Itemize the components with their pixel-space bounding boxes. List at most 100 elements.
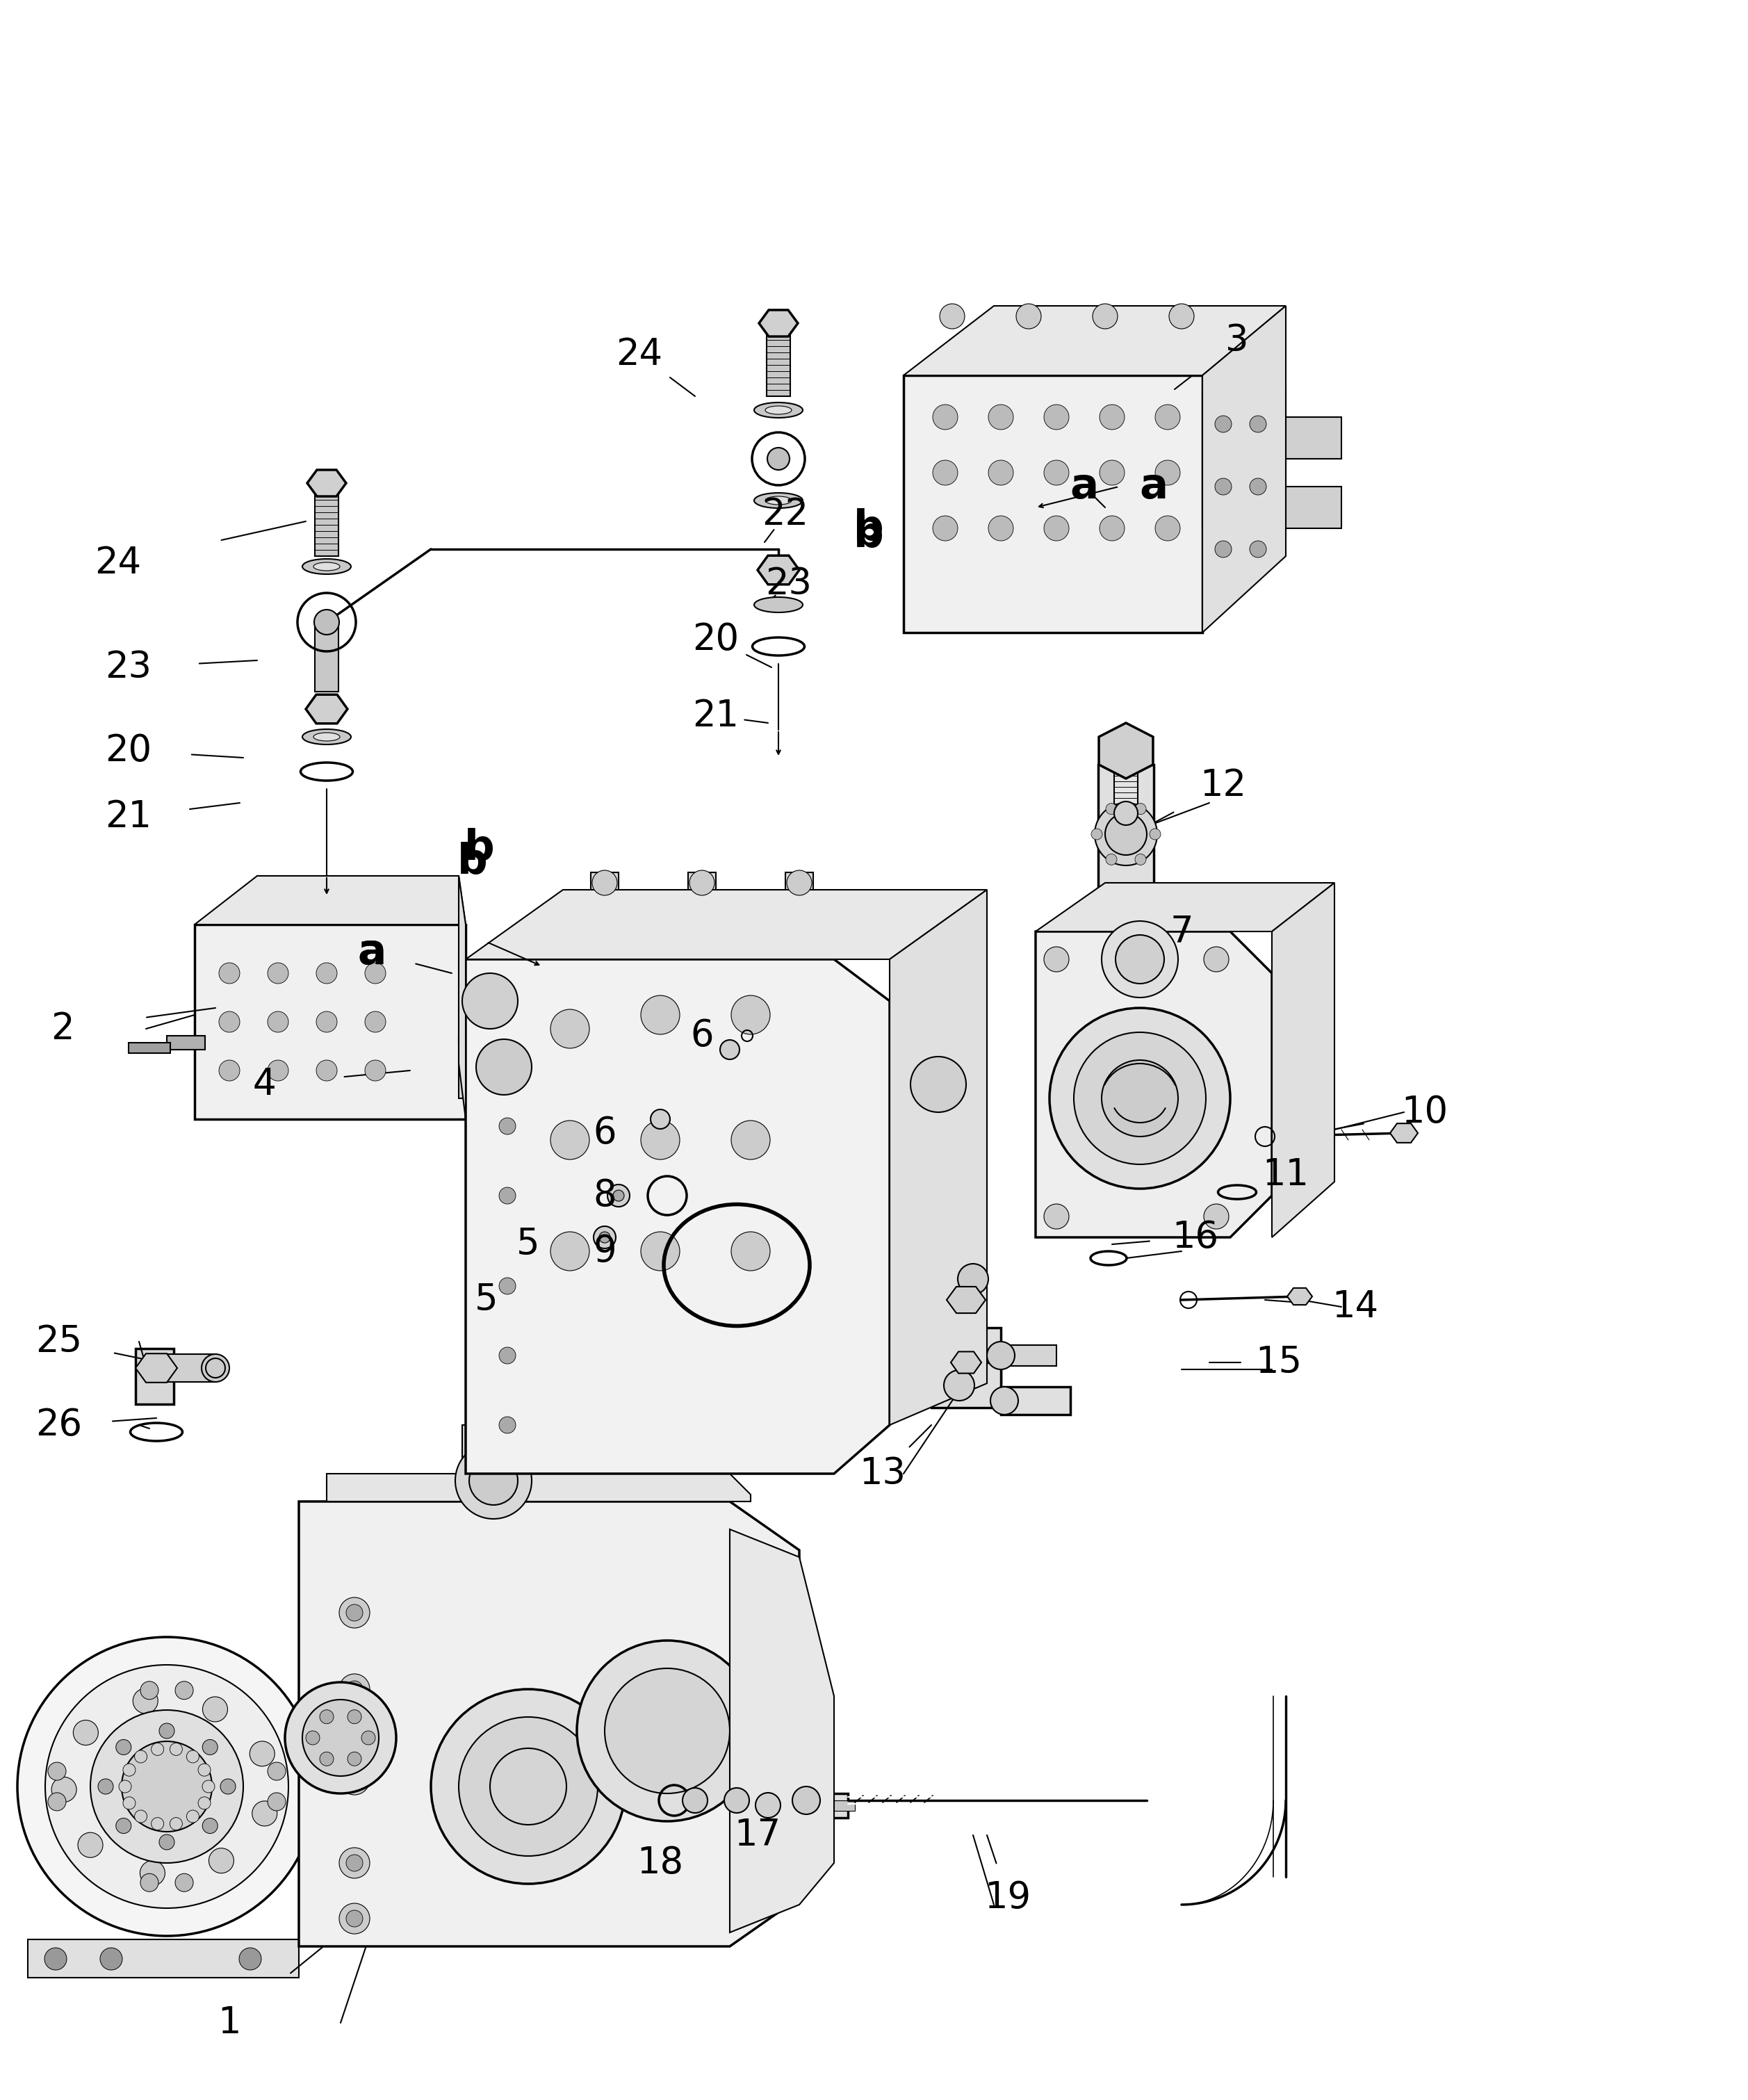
Text: 16: 16 bbox=[1173, 1220, 1218, 1256]
Circle shape bbox=[159, 1724, 175, 1739]
Circle shape bbox=[320, 1751, 334, 1766]
Bar bbox=[1287, 418, 1341, 458]
Circle shape bbox=[689, 869, 715, 895]
Bar bbox=[820, 1800, 855, 1810]
Bar bbox=[1002, 1346, 1056, 1365]
Circle shape bbox=[1215, 542, 1232, 557]
Circle shape bbox=[203, 1739, 218, 1756]
Text: 25: 25 bbox=[35, 1323, 82, 1359]
Circle shape bbox=[239, 1949, 262, 1970]
Bar bbox=[1098, 834, 1154, 972]
Ellipse shape bbox=[313, 563, 339, 571]
Circle shape bbox=[348, 1709, 362, 1724]
Circle shape bbox=[731, 1233, 771, 1271]
Text: b: b bbox=[853, 508, 884, 548]
Circle shape bbox=[1134, 804, 1147, 815]
Circle shape bbox=[614, 1191, 624, 1201]
Circle shape bbox=[140, 1861, 164, 1886]
Circle shape bbox=[1155, 460, 1180, 485]
Polygon shape bbox=[759, 311, 797, 336]
Circle shape bbox=[988, 460, 1014, 485]
Text: 7: 7 bbox=[1169, 914, 1194, 949]
Bar bbox=[729, 1789, 820, 1810]
Circle shape bbox=[218, 962, 239, 983]
Bar bbox=[890, 1044, 988, 1126]
Polygon shape bbox=[308, 470, 346, 496]
Circle shape bbox=[1091, 830, 1103, 840]
Circle shape bbox=[365, 1012, 386, 1033]
Circle shape bbox=[498, 1048, 516, 1065]
Circle shape bbox=[122, 1798, 136, 1810]
Circle shape bbox=[135, 1749, 147, 1762]
Circle shape bbox=[285, 1682, 397, 1793]
Circle shape bbox=[1044, 947, 1070, 972]
Circle shape bbox=[1155, 517, 1180, 542]
Polygon shape bbox=[458, 876, 465, 1119]
Text: 20: 20 bbox=[692, 622, 739, 657]
Bar bbox=[946, 1327, 1002, 1384]
Circle shape bbox=[365, 962, 386, 983]
Circle shape bbox=[1204, 947, 1229, 972]
Bar bbox=[315, 622, 339, 691]
Circle shape bbox=[45, 1665, 288, 1909]
Bar bbox=[461, 1426, 524, 1480]
Text: 1: 1 bbox=[218, 2006, 241, 2041]
Circle shape bbox=[1044, 517, 1070, 542]
Circle shape bbox=[267, 1060, 288, 1082]
Circle shape bbox=[250, 1741, 274, 1766]
Bar bbox=[136, 1348, 173, 1405]
Circle shape bbox=[1099, 460, 1124, 485]
Circle shape bbox=[133, 1688, 157, 1714]
Polygon shape bbox=[1203, 307, 1287, 632]
Circle shape bbox=[1092, 304, 1117, 330]
Circle shape bbox=[933, 405, 958, 430]
Circle shape bbox=[1016, 304, 1042, 330]
Text: 6: 6 bbox=[690, 1018, 713, 1054]
Ellipse shape bbox=[766, 405, 792, 414]
Circle shape bbox=[1204, 1203, 1229, 1228]
Bar bbox=[299, 1502, 376, 1947]
Circle shape bbox=[315, 609, 339, 634]
Text: 3: 3 bbox=[1225, 323, 1248, 359]
Text: 26: 26 bbox=[35, 1407, 82, 1443]
Circle shape bbox=[1044, 460, 1070, 485]
Circle shape bbox=[600, 1233, 610, 1243]
Text: b: b bbox=[458, 842, 488, 882]
Circle shape bbox=[1101, 922, 1178, 998]
Circle shape bbox=[302, 1699, 379, 1777]
Bar bbox=[904, 376, 1203, 632]
Circle shape bbox=[362, 1730, 376, 1745]
Circle shape bbox=[650, 1109, 669, 1130]
Circle shape bbox=[988, 405, 1014, 430]
Bar bbox=[1002, 1386, 1070, 1415]
Circle shape bbox=[115, 1819, 131, 1833]
Circle shape bbox=[767, 447, 790, 470]
Circle shape bbox=[787, 869, 811, 895]
Circle shape bbox=[346, 1911, 364, 1928]
Bar bbox=[1203, 388, 1287, 529]
Bar bbox=[166, 1035, 205, 1050]
Circle shape bbox=[187, 1749, 199, 1762]
Circle shape bbox=[348, 1751, 362, 1766]
Circle shape bbox=[17, 1638, 316, 1936]
Text: a: a bbox=[358, 932, 386, 972]
Text: 5: 5 bbox=[475, 1281, 498, 1319]
Circle shape bbox=[152, 1816, 164, 1829]
Circle shape bbox=[1106, 804, 1117, 815]
Circle shape bbox=[454, 1443, 531, 1518]
Circle shape bbox=[135, 1810, 147, 1823]
Circle shape bbox=[498, 1277, 516, 1294]
Circle shape bbox=[198, 1764, 212, 1777]
Circle shape bbox=[1094, 802, 1157, 865]
Text: 18: 18 bbox=[636, 1846, 683, 1882]
Circle shape bbox=[1250, 416, 1266, 433]
Circle shape bbox=[933, 517, 958, 542]
Text: 20: 20 bbox=[105, 733, 152, 769]
Circle shape bbox=[1134, 855, 1147, 865]
Circle shape bbox=[267, 1762, 285, 1781]
Polygon shape bbox=[136, 1355, 177, 1382]
Circle shape bbox=[498, 1348, 516, 1363]
Circle shape bbox=[682, 1787, 708, 1812]
Circle shape bbox=[203, 1781, 215, 1793]
Circle shape bbox=[940, 304, 965, 330]
